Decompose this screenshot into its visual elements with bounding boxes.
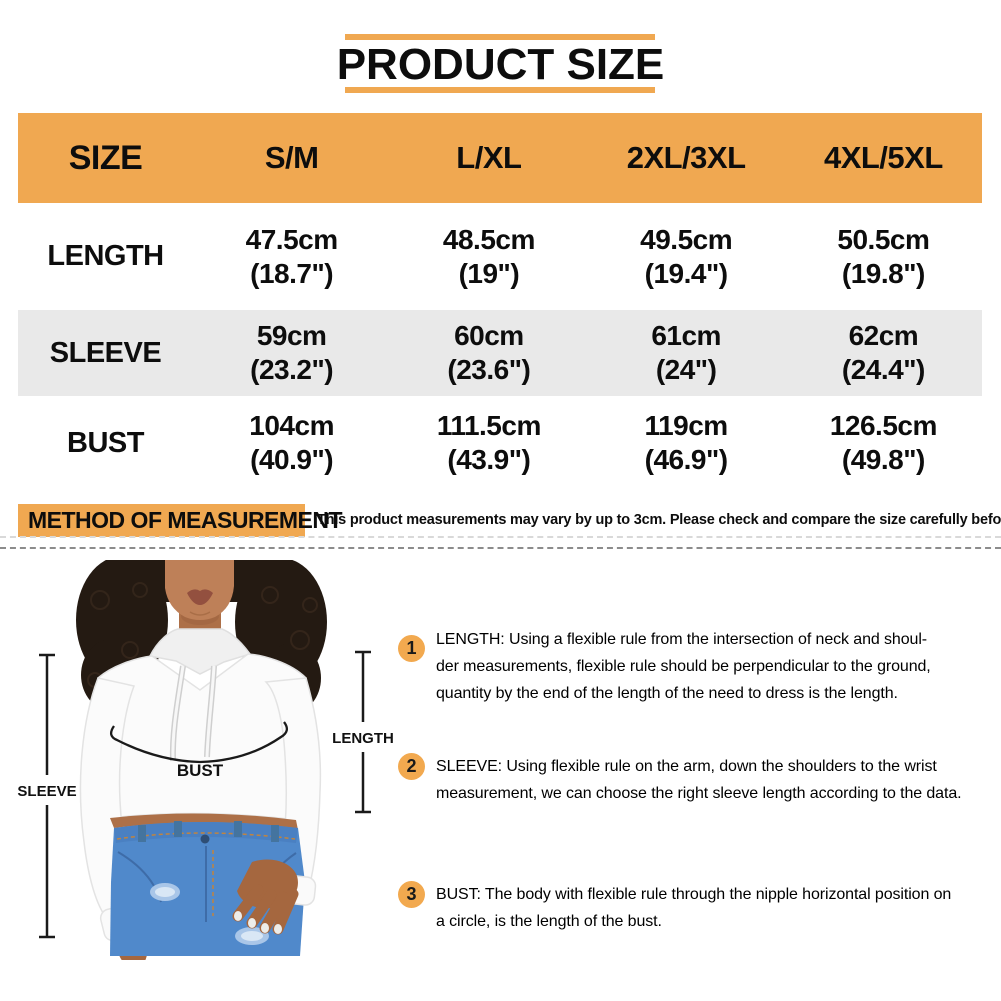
instruction-bust: BUST: The body with flexible rule throug… [436,886,952,930]
row-label-length: LENGTH [47,240,164,272]
size-cell: 61cm (24") [588,319,785,387]
inch-value: (40.9") [250,444,334,475]
instruction-length: LENGTH: Using a flexible rule from the i… [436,631,931,702]
cm-value: 119cm [644,410,729,441]
sleeve-measure-line [39,653,55,939]
bust-diagram-label: BUST [177,761,224,780]
table-header-row: SIZE S/M L/XL 2XL/3XL 4XL/5XL [18,113,982,203]
size-cell: 119cm (46.9") [588,409,785,477]
cm-value: 50.5cm [837,223,930,255]
size-cell: 60cm (23.6") [390,319,587,387]
inch-value: (24.4") [841,354,925,385]
table-row-sleeve: SLEEVE 59cm (23.2") 60cm (23.6") 61cm (2… [18,310,982,396]
column-header-size: SIZE [68,138,143,177]
inch-value: (19.4") [644,257,728,289]
inch-value: (23.6") [447,354,531,385]
cm-value: 61cm [651,320,721,351]
size-cell: 48.5cm (19") [390,223,587,291]
column-header-4xl5xl: 4XL/5XL [823,140,943,175]
inch-value: (23.2") [250,354,334,385]
midriff [110,813,298,830]
table-row-length: LENGTH 47.5cm (18.7") 48.5cm (19") 49.5c… [18,203,982,310]
cm-value: 104cm [249,410,334,441]
jeans-button [200,834,210,844]
size-cell: 47.5cm (18.7") [193,223,390,291]
instruction-sleeve: SLEEVE: Using flexible rule on the arm, … [436,758,962,802]
cm-value: 49.5cm [640,223,733,255]
measurement-disclaimer: This product measurements may vary by up… [317,512,1001,528]
measurement-diagram: SLEEVE LENGTH BUST [17,556,394,968]
size-cell: 50.5cm (19.8") [785,223,982,291]
column-header-2xl3xl: 2XL/3XL [626,140,746,175]
hoodie-body [93,653,311,821]
sleeve-diagram-label: SLEEVE [17,783,76,800]
column-header-lxl: L/XL [456,140,522,175]
cm-value: 59cm [256,320,327,351]
face [165,560,234,620]
dashed-divider [0,536,1001,538]
size-cell: 62cm (24.4") [785,319,982,387]
size-cell: 126.5cm (49.8") [785,409,982,477]
size-cell: 111.5cm (43.9") [390,409,587,477]
size-cell: 49.5cm (19.4") [588,223,785,291]
model-photo: SLEEVE LENGTH BUST [0,556,430,968]
size-table: SIZE S/M L/XL 2XL/3XL 4XL/5XL LENGTH 47.… [18,113,982,490]
cm-value: 126.5cm [829,410,938,441]
inch-value: (19.8") [841,257,925,289]
inch-value: (24") [655,354,717,385]
bust-measure-arc [109,721,289,764]
chin-line [189,611,211,616]
inch-value: (46.9") [644,444,728,475]
cm-value: 62cm [848,320,919,351]
table-row-bust: BUST 104cm (40.9") 111.5cm (43.9") 119cm… [18,396,982,490]
cm-value: 111.5cm [436,410,541,441]
size-cell: 104cm (40.9") [193,409,390,477]
page-title: PRODUCT SIZE [336,40,665,89]
length-diagram-label: LENGTH [332,730,394,747]
title-rule-bottom [345,87,655,93]
inch-value: (19") [458,257,520,289]
cm-value: 60cm [454,320,524,351]
title-rule-top [345,34,655,40]
row-label-sleeve: SLEEVE [49,336,162,369]
instruction-number-badge: 2 [398,753,425,780]
dashed-divider [0,547,1001,549]
inch-value: (43.9") [447,444,531,475]
lips [187,589,213,605]
inch-value: (49.8") [841,444,925,475]
cm-value: 48.5cm [442,223,535,255]
length-measure-line [355,650,371,814]
instruction-number-badge: 1 [398,635,425,662]
method-of-measurement-badge: METHOD OF MEASUREMENT [18,504,343,537]
inch-value: (18.7") [250,257,334,289]
instruction-number-badge: 3 [398,881,425,908]
drawstrings [169,665,217,762]
row-label-bust: BUST [67,426,144,459]
right-hand [232,859,299,935]
size-cell: 59cm (23.2") [193,319,390,387]
column-header-sm: S/M [264,140,319,175]
cm-value: 47.5cm [245,223,338,255]
